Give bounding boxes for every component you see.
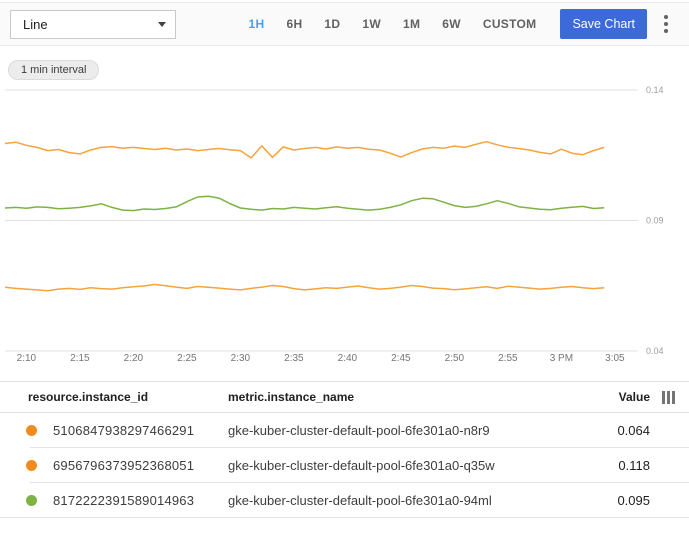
range-button-custom[interactable]: CUSTOM	[472, 11, 548, 37]
instance-id-cell: 5106847938297466291	[53, 423, 195, 438]
time-range-group: 1H 6H 1D 1W 1M 6W CUSTOM	[238, 11, 548, 37]
series-table: resource.instance_id metric.instance_nam…	[0, 381, 689, 518]
column-header-instance-name: metric.instance_name	[228, 390, 355, 404]
x-tick-label: 2:45	[391, 353, 411, 364]
x-tick-label: 2:20	[124, 353, 144, 364]
y-tick-label: 0.09	[646, 216, 664, 226]
instance-id-cell: 8172222391589014963	[53, 493, 195, 508]
line-chart[interactable]: 0.14 0.09 0.04 2:10 2:15 2:20 2:25 2:30 2:35 2:40…	[0, 0, 689, 376]
more-options-icon[interactable]	[658, 11, 674, 37]
series-color-dot	[26, 460, 37, 471]
instance-id-cell: 6956796373952368051	[53, 458, 195, 473]
x-tick-label: 3 PM	[550, 353, 573, 364]
y-tick-label: 0.14	[646, 85, 664, 95]
column-header-instance-id: resource.instance_id	[28, 390, 149, 404]
series-color-dot	[26, 495, 37, 506]
x-tick-label: 2:50	[445, 353, 465, 364]
instance-name-cell: gke-kuber-cluster-default-pool-6fe301a0-…	[228, 493, 492, 508]
interval-chip: 1 min interval	[8, 60, 100, 80]
range-button-6h[interactable]: 6H	[275, 11, 313, 37]
range-button-1w[interactable]: 1W	[351, 11, 392, 37]
series-line-1	[4, 195, 605, 212]
series-line-2	[4, 283, 605, 292]
table-row[interactable]: 5106847938297466291 gke-kuber-cluster-de…	[0, 413, 689, 448]
column-selector-icon[interactable]	[662, 390, 675, 404]
table-row[interactable]: 8172222391589014963 gke-kuber-cluster-de…	[0, 483, 689, 518]
x-tick-label: 2:35	[284, 353, 304, 364]
table-header-row: resource.instance_id metric.instance_nam…	[0, 381, 689, 413]
instance-name-cell: gke-kuber-cluster-default-pool-6fe301a0-…	[228, 458, 495, 473]
range-button-1m[interactable]: 1M	[392, 11, 431, 37]
series-line-0	[4, 140, 605, 159]
instance-name-cell: gke-kuber-cluster-default-pool-6fe301a0-…	[228, 423, 490, 438]
range-button-1h[interactable]: 1H	[238, 11, 276, 37]
x-tick-label: 2:55	[498, 353, 518, 364]
chart-toolbar: Line 1H 6H 1D 1W 1M 6W CUSTOM Save Chart	[0, 2, 689, 46]
series-color-dot	[26, 425, 37, 436]
table-row[interactable]: 6956796373952368051 gke-kuber-cluster-de…	[0, 448, 689, 483]
chart-type-select[interactable]: Line	[10, 9, 176, 39]
chart-type-value: Line	[23, 16, 48, 32]
chevron-down-icon	[158, 21, 166, 27]
x-tick-label: 2:15	[70, 353, 90, 364]
save-chart-button[interactable]: Save Chart	[560, 9, 647, 39]
value-cell: 0.118	[618, 458, 650, 473]
x-tick-label: 2:10	[17, 353, 37, 364]
x-tick-label: 2:25	[177, 353, 197, 364]
range-button-6w[interactable]: 6W	[431, 11, 472, 37]
value-cell: 0.064	[617, 423, 650, 438]
range-button-1d[interactable]: 1D	[313, 11, 351, 37]
x-tick-label: 2:30	[231, 353, 251, 364]
column-header-value: Value	[618, 390, 650, 404]
x-tick-label: 2:40	[338, 353, 358, 364]
value-cell: 0.095	[617, 493, 650, 508]
x-tick-label: 3:05	[605, 353, 625, 364]
y-tick-label: 0.04	[646, 346, 664, 356]
